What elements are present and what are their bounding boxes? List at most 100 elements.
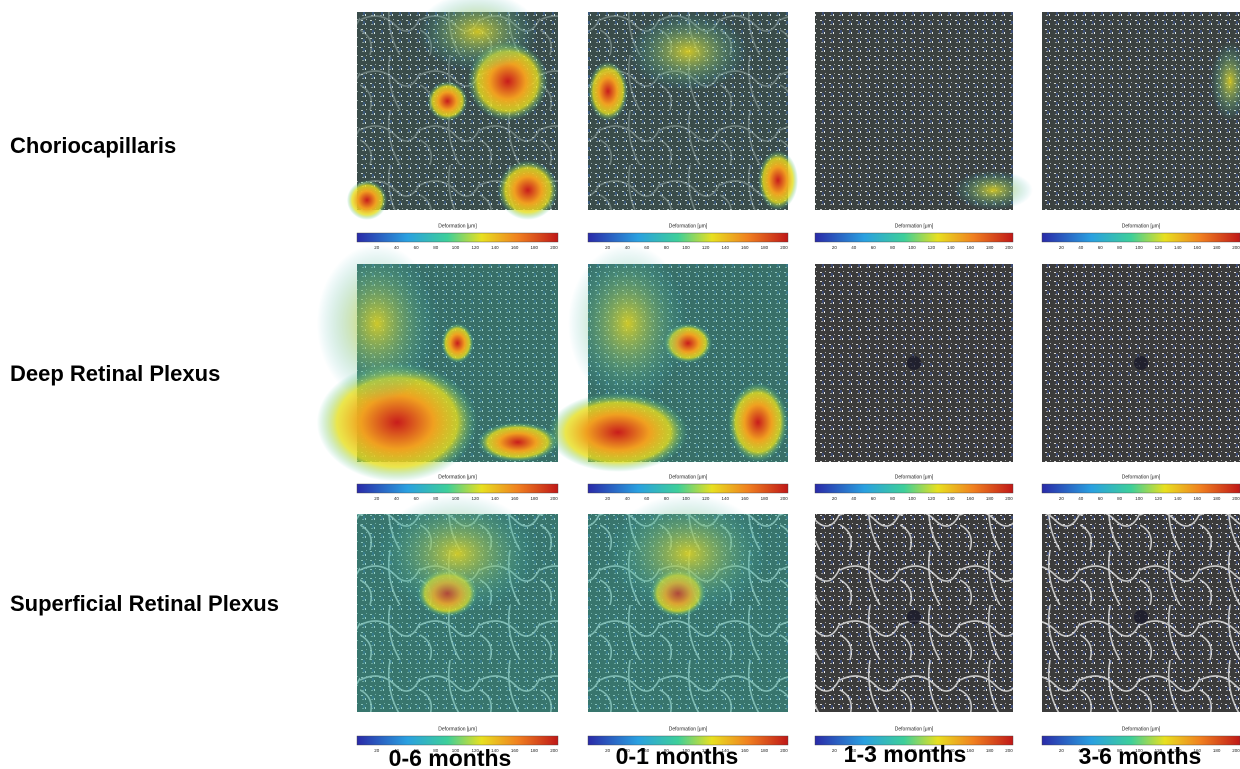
colorbar-label: Deformation [μm] <box>438 474 477 480</box>
colorbar-tick-label: 180 <box>531 496 539 501</box>
colorbar-tick-label: 140 <box>1174 245 1182 250</box>
colorbar-tick-label: 160 <box>511 245 519 250</box>
colorbar-tick-label: 40 <box>625 496 631 501</box>
colorbar <box>357 484 558 493</box>
colorbar-tick-label: 60 <box>414 245 420 250</box>
colorbar-tick-label: 180 <box>986 245 994 250</box>
deformation-spot <box>954 170 1033 210</box>
deformation-spot <box>728 383 788 462</box>
colorbar-tick-label: 60 <box>1098 496 1104 501</box>
colorbar-tick-label: 80 <box>1117 245 1123 250</box>
deformation-spot <box>498 161 558 220</box>
colorbar-label: Deformation [μm] <box>895 223 934 229</box>
column-label: 3-6 months <box>1079 743 1202 769</box>
colorbar-tick-label: 140 <box>947 245 955 250</box>
fovea <box>907 610 921 624</box>
colorbar-tick-label: 200 <box>550 496 558 501</box>
colorbar-label: Deformation [μm] <box>438 726 477 732</box>
colorbar-tick-label: 100 <box>908 245 916 250</box>
colorbar-tick-label: 80 <box>890 245 896 250</box>
colorbar-tick-label: 140 <box>947 496 955 501</box>
colorbar-tick-label: 120 <box>702 245 710 250</box>
colorbar-tick-label: 200 <box>780 245 788 250</box>
colorbar-tick-label: 200 <box>1232 748 1240 753</box>
colorbar <box>588 233 788 242</box>
colorbar-tick-label: 120 <box>928 496 936 501</box>
colorbar-label: Deformation [μm] <box>669 223 708 229</box>
colorbar-tick-label: 180 <box>1213 748 1221 753</box>
colorbar-tick-label: 40 <box>1078 496 1084 501</box>
colorbar-tick-label: 160 <box>511 496 519 501</box>
colorbar-tick-label: 160 <box>966 245 974 250</box>
deformation-spot <box>441 323 473 363</box>
colorbar-tick-label: 180 <box>531 748 539 753</box>
deformation-spot <box>347 180 387 220</box>
colorbar-label: Deformation [μm] <box>895 474 934 480</box>
colorbar-tick-label: 200 <box>1005 748 1013 753</box>
deformation-spot <box>317 244 438 402</box>
colorbar-tick-label: 140 <box>1174 496 1182 501</box>
colorbar-tick-label: 160 <box>1193 245 1201 250</box>
colorbar-tick-label: 120 <box>928 245 936 250</box>
colorbar-tick-label: 200 <box>1005 245 1013 250</box>
colorbar-tick-label: 180 <box>761 245 769 250</box>
column-label: 0-6 months <box>389 745 512 769</box>
colorbar <box>815 233 1013 242</box>
colorbar-tick-label: 100 <box>908 496 916 501</box>
colorbar <box>1042 233 1240 242</box>
colorbar-tick-label: 80 <box>664 245 670 250</box>
colorbar-tick-label: 200 <box>1232 245 1240 250</box>
colorbar-tick-label: 180 <box>986 496 994 501</box>
deformation-spot <box>478 422 558 462</box>
colorbar-tick-label: 60 <box>1098 245 1104 250</box>
colorbar-label: Deformation [μm] <box>1122 474 1161 480</box>
colorbar-tick-label: 20 <box>374 748 380 753</box>
colorbar-tick-label: 20 <box>605 748 611 753</box>
colorbar-tick-label: 20 <box>1059 496 1065 501</box>
colorbar-tick-label: 20 <box>374 496 380 501</box>
colorbar-tick-label: 160 <box>1193 496 1201 501</box>
colorbar-tick-label: 60 <box>871 245 877 250</box>
colorbar-label: Deformation [μm] <box>1122 726 1161 732</box>
colorbar-tick-label: 100 <box>1135 245 1143 250</box>
colorbar-tick-label: 40 <box>851 245 857 250</box>
colorbar-tick-label: 180 <box>986 748 994 753</box>
colorbar-tick-label: 180 <box>761 748 769 753</box>
colorbar-tick-label: 200 <box>1005 496 1013 501</box>
deformation-spot <box>568 244 688 402</box>
colorbar-tick-label: 20 <box>832 496 838 501</box>
deformation-spot <box>548 393 688 472</box>
colorbar-tick-label: 160 <box>511 748 519 753</box>
colorbar-tick-label: 160 <box>741 245 749 250</box>
deformation-spot <box>377 494 538 613</box>
column-label: 0-1 months <box>616 743 739 769</box>
colorbar-label: Deformation [μm] <box>1122 223 1161 229</box>
colorbar-tick-label: 200 <box>780 496 788 501</box>
colorbar-tick-label: 20 <box>1059 245 1065 250</box>
colorbar-label: Deformation [μm] <box>438 223 477 229</box>
colorbar-tick-label: 40 <box>851 496 857 501</box>
colorbar-tick-label: 40 <box>1078 245 1084 250</box>
column-label: 1-3 months <box>844 741 967 767</box>
figure: Choriocapillaris Deep Retinal Plexus Sup… <box>0 0 1240 769</box>
colorbar-label: Deformation [μm] <box>895 726 934 732</box>
colorbar-tick-label: 80 <box>890 496 896 501</box>
colorbar-tick-label: 20 <box>605 496 611 501</box>
colorbar-tick-label: 200 <box>1232 496 1240 501</box>
panels: Deformation [μm] 20 40 60 80 100 120 140 160 180 2… <box>317 0 1240 753</box>
colorbar-tick-label: 140 <box>491 245 499 250</box>
colorbar <box>1042 484 1240 493</box>
colorbar <box>357 736 558 745</box>
colorbar-tick-label: 20 <box>832 748 838 753</box>
deformation-spot <box>588 61 628 120</box>
colorbar-tick-label: 160 <box>741 748 749 753</box>
colorbar-tick-label: 100 <box>682 245 690 250</box>
deformation-spot <box>608 494 768 613</box>
colorbar-tick-label: 60 <box>871 496 877 501</box>
deformation-spot <box>628 12 748 91</box>
colorbar-tick-label: 140 <box>721 245 729 250</box>
fovea <box>907 356 921 370</box>
fovea <box>1134 610 1148 624</box>
colorbar-tick-label: 60 <box>644 496 650 501</box>
colorbar-tick-label: 180 <box>531 245 539 250</box>
